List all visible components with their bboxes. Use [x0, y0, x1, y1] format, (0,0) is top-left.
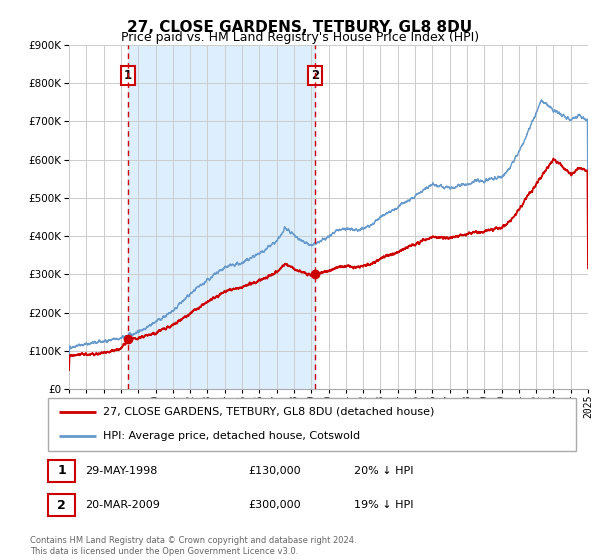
Text: 27, CLOSE GARDENS, TETBURY, GL8 8DU (detached house): 27, CLOSE GARDENS, TETBURY, GL8 8DU (det…: [103, 407, 435, 417]
Text: Contains HM Land Registry data © Crown copyright and database right 2024.: Contains HM Land Registry data © Crown c…: [30, 536, 356, 545]
Text: £300,000: £300,000: [248, 500, 301, 510]
Text: 19% ↓ HPI: 19% ↓ HPI: [354, 500, 414, 510]
Text: 20% ↓ HPI: 20% ↓ HPI: [354, 466, 414, 476]
FancyBboxPatch shape: [48, 460, 76, 482]
Text: 27, CLOSE GARDENS, TETBURY, GL8 8DU: 27, CLOSE GARDENS, TETBURY, GL8 8DU: [127, 20, 473, 35]
Text: This data is licensed under the Open Government Licence v3.0.: This data is licensed under the Open Gov…: [30, 547, 298, 556]
Text: 29-MAY-1998: 29-MAY-1998: [85, 466, 157, 476]
Text: Price paid vs. HM Land Registry's House Price Index (HPI): Price paid vs. HM Land Registry's House …: [121, 31, 479, 44]
Text: £130,000: £130,000: [248, 466, 301, 476]
Bar: [128, 45, 315, 389]
Text: 2: 2: [58, 498, 66, 512]
Text: 20-MAR-2009: 20-MAR-2009: [85, 500, 160, 510]
FancyBboxPatch shape: [48, 494, 76, 516]
Text: 1: 1: [124, 69, 132, 82]
Text: 2: 2: [311, 69, 319, 82]
Text: HPI: Average price, detached house, Cotswold: HPI: Average price, detached house, Cots…: [103, 431, 361, 441]
Text: 1: 1: [58, 464, 66, 478]
